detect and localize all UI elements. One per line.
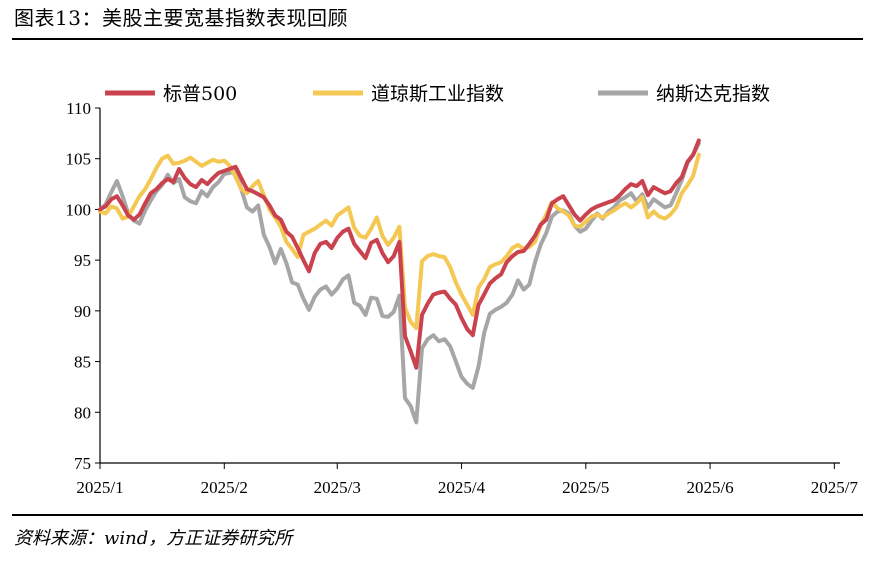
y-tick-label: 90 xyxy=(74,302,91,321)
figure-title: 图表13：美股主要宽基指数表现回顾 xyxy=(14,6,348,30)
series-line-2 xyxy=(98,152,701,331)
y-tick-label: 75 xyxy=(74,454,91,473)
y-tick-label: 110 xyxy=(66,99,91,118)
x-tick-label: 2025/5 xyxy=(562,478,609,497)
y-tick-label: 100 xyxy=(66,200,92,219)
x-tick-label: 2025/2 xyxy=(201,478,248,497)
x-tick-label: 2025/4 xyxy=(438,478,486,497)
legend-label-3: 纳斯达克指数 xyxy=(656,83,770,105)
x-tick-label: 2025/1 xyxy=(76,478,123,497)
source-note: 资料来源：wind，方正证券研究所 xyxy=(14,528,293,549)
footer-rule xyxy=(12,514,863,516)
legend-label-1: 标普500 xyxy=(163,83,237,105)
y-tick-label: 85 xyxy=(74,353,91,372)
series-line-1 xyxy=(98,138,701,370)
title-rule xyxy=(12,38,863,40)
legend-label-2: 道琼斯工业指数 xyxy=(371,83,504,105)
line-chart: 75 80 85 90 95 100 105 110 2025/1 2025/2 2025/3 202… xyxy=(66,83,859,497)
chart-axes: 75 80 85 90 95 100 105 110 2025/1 2025/2 2025/3 202… xyxy=(66,99,859,497)
x-tick-label: 2025/7 xyxy=(811,478,859,497)
x-tick-label: 2025/6 xyxy=(686,478,733,497)
y-tick-label: 95 xyxy=(74,251,91,270)
chart-series xyxy=(98,138,701,425)
y-tick-label: 80 xyxy=(74,403,91,422)
y-tick-label: 105 xyxy=(66,150,92,169)
x-tick-label: 2025/3 xyxy=(314,478,361,497)
chart-legend: 标普500 道琼斯工业指数 纳斯达克指数 xyxy=(105,83,770,105)
